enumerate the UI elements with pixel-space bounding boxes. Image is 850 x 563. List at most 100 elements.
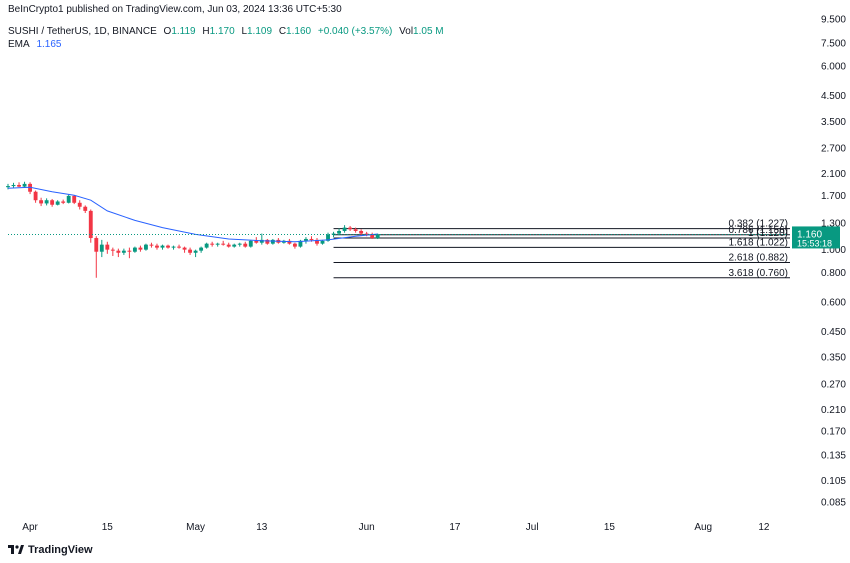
brand-name: TradingView (28, 544, 93, 556)
candle-body (226, 244, 231, 247)
tradingview-logo-icon (8, 545, 24, 554)
y-tick-label: 0.170 (821, 427, 846, 438)
ema-line (7, 186, 378, 243)
symbol-legend[interactable]: SUSHI / TetherUS, 1D, BINANCE O1.119 H1.… (8, 26, 448, 37)
candle (17, 182, 21, 188)
candle-body (309, 238, 314, 240)
y-tick-label: 1.000 (821, 245, 846, 256)
y-tick-label: 9.500 (821, 15, 846, 26)
candle-body (298, 240, 303, 247)
candle-body (304, 238, 308, 241)
y-tick-label: 3.500 (821, 117, 846, 128)
candle (182, 246, 187, 253)
candle (270, 238, 275, 245)
candle-body (326, 234, 330, 241)
candle (226, 242, 231, 248)
fib-level-label: 0.382 (1.227) (729, 219, 789, 230)
candle-body (337, 230, 341, 234)
y-tick-label: 0.135 (821, 450, 846, 461)
candle (110, 247, 115, 256)
candle-body (287, 240, 292, 244)
candle-body (243, 243, 248, 247)
candle (83, 205, 88, 214)
y-tick-label: 0.270 (821, 379, 846, 390)
ohlc-open: O1.119 (163, 26, 196, 37)
price-badge-value: 1.160 (797, 229, 822, 240)
candle-body (138, 247, 143, 250)
candle (193, 249, 198, 258)
candle-body (204, 243, 209, 248)
symbol-name[interactable]: SUSHI / TetherUS, 1D, BINANCE (8, 26, 157, 37)
fib-level-label: 3.618 (0.760) (729, 268, 789, 279)
fib-level-label: 2.618 (0.882) (729, 253, 789, 264)
candle-body (342, 227, 347, 231)
candle (265, 238, 270, 245)
candle (204, 242, 209, 249)
candle (248, 239, 253, 248)
candle-body (127, 250, 132, 252)
candle (11, 182, 16, 189)
candle (177, 244, 181, 249)
candle (237, 242, 242, 247)
y-tick-label: 0.350 (821, 353, 846, 364)
price-axis[interactable]: 9.500 7.500 6.000 4.500 3.500 2.700 2.100 1.700… (821, 15, 846, 509)
candle (105, 241, 110, 254)
ema-value: 1.165 (36, 39, 62, 50)
candle-body (221, 243, 226, 245)
y-tick-label: 0.105 (821, 476, 846, 487)
x-tick-label: 12 (758, 522, 770, 533)
x-tick-label: Aug (694, 522, 712, 533)
x-tick-label: Jul (526, 522, 539, 533)
candle (6, 183, 10, 190)
candle-body (210, 243, 215, 245)
price-badge: 1.160 15:53:18 (792, 226, 840, 249)
candle-body (110, 249, 115, 251)
candle-body (132, 247, 137, 252)
candle (315, 238, 319, 246)
fibonacci-extension[interactable]: 0.382 (1.227)0.786 (1.156)1 (1.120)1.618… (333, 219, 790, 279)
ema-label[interactable]: EMA (8, 39, 30, 50)
candle-body (121, 250, 126, 253)
fib-level-label: 1 (1.120) (748, 228, 788, 239)
candle-body (72, 195, 77, 203)
candle-body (77, 202, 82, 207)
candle-body (61, 201, 66, 203)
candle-body (254, 240, 259, 243)
candle (22, 181, 27, 188)
candle-body (370, 234, 375, 239)
candle (348, 225, 353, 231)
candle-body (149, 244, 154, 246)
candle (215, 242, 220, 247)
ohlc-high: H1.170 (202, 26, 235, 37)
candle (99, 239, 104, 258)
candle (72, 195, 77, 205)
candle-body (177, 246, 181, 248)
publish-info: BeInCrypto1 published on TradingView.com… (8, 4, 342, 15)
candle-body (33, 191, 38, 201)
x-tick-label: Apr (22, 522, 38, 533)
candle (55, 200, 60, 206)
candle-body (375, 234, 380, 239)
candle (127, 247, 132, 259)
candle (342, 225, 347, 233)
candle-body (193, 250, 198, 253)
candle (144, 243, 148, 251)
candle (221, 240, 226, 246)
candle-body (270, 239, 275, 244)
candle (33, 190, 38, 203)
candle (199, 246, 204, 253)
fib-level-label: 1.618 (1.022) (729, 237, 789, 248)
candle-body (237, 243, 242, 245)
ema-legend[interactable]: EMA 1.165 (8, 39, 65, 50)
candle-body (348, 227, 353, 230)
candle-body (17, 184, 21, 187)
y-tick-label: 6.000 (821, 62, 846, 73)
x-tick-label: May (186, 522, 205, 533)
candle-body (44, 200, 49, 204)
candle-body (315, 239, 319, 244)
time-axis[interactable]: Apr 15 May 13 Jun 17 Jul 15 Aug 12 (22, 522, 770, 533)
candle-body (83, 206, 88, 211)
tradingview-logo[interactable]: TradingView (8, 544, 93, 556)
y-tick-label: 0.600 (821, 297, 846, 308)
